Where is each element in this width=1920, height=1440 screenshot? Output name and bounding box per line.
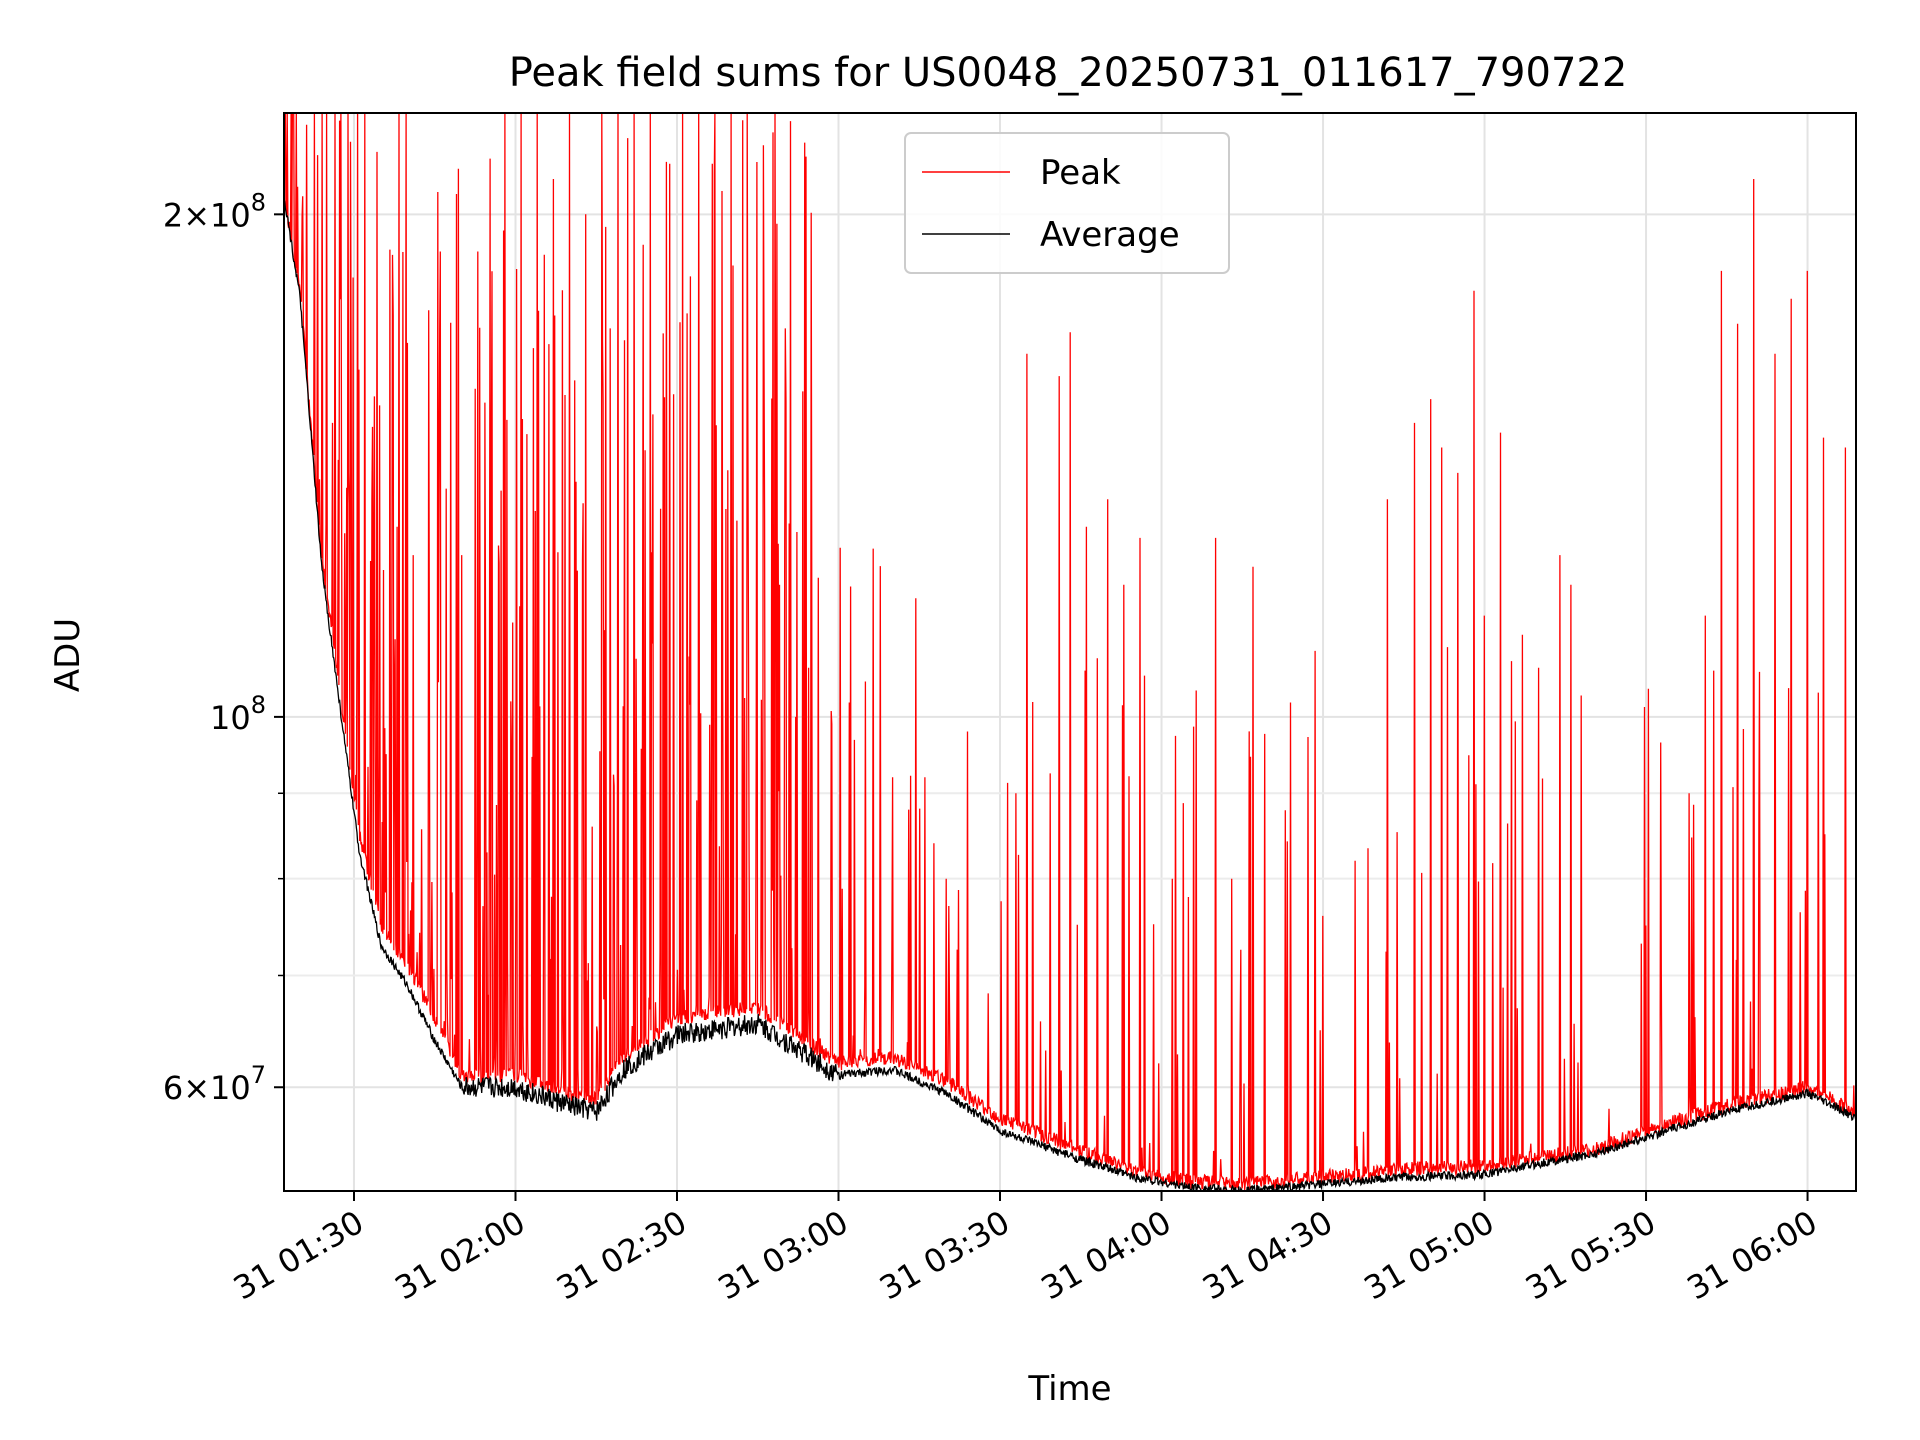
x-axis-label: Time <box>1027 1369 1111 1409</box>
legend-label-average: Average <box>1040 215 1180 255</box>
chart-title: Peak field sums for US0048_20250731_0116… <box>509 50 1628 96</box>
plot-frame <box>283 112 1857 1192</box>
x-tick-label: 31 02:30 <box>550 1203 693 1307</box>
x-tick-label: 31 05:30 <box>1519 1203 1662 1307</box>
x-tick-label: 31 02:00 <box>389 1203 532 1307</box>
legend-box <box>904 132 1230 274</box>
series-layer <box>284 113 1856 1191</box>
x-tick-label: 31 03:00 <box>712 1203 855 1307</box>
y-axis-label: ADU <box>48 618 88 692</box>
series-line-peak <box>284 113 1856 1191</box>
x-tick-label: 31 04:00 <box>1035 1203 1178 1307</box>
x-tick-label: 31 05:00 <box>1358 1203 1501 1307</box>
series-line-average <box>284 199 1856 1191</box>
x-tick-label: 31 04:30 <box>1196 1203 1339 1307</box>
y-tick-label: 2×108 <box>163 188 266 234</box>
x-axis: 31 01:30 31 02:00 31 02:30 31 03:00 31 03:30… <box>227 1191 1824 1307</box>
y-tick-label: 6×107 <box>163 1061 266 1107</box>
y-tick-label: 108 <box>210 691 266 737</box>
x-tick-label: 31 06:00 <box>1681 1203 1824 1307</box>
legend-label-peak: Peak <box>1040 153 1121 193</box>
x-tick-label: 31 03:30 <box>873 1203 1016 1307</box>
y-axis: 2×108 108 6×107 <box>163 188 284 1107</box>
legend: Peak Average <box>904 132 1230 274</box>
x-tick-label: 31 01:30 <box>227 1203 370 1307</box>
